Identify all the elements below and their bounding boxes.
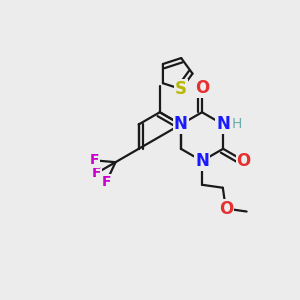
Text: F: F	[89, 153, 99, 167]
Text: H: H	[231, 117, 242, 131]
Text: S: S	[175, 80, 187, 98]
Text: N: N	[216, 116, 230, 134]
Text: O: O	[195, 80, 209, 98]
Text: F: F	[102, 175, 111, 189]
Text: N: N	[174, 116, 188, 134]
Text: N: N	[195, 152, 209, 170]
Text: O: O	[237, 152, 251, 170]
Text: F: F	[92, 166, 102, 180]
Text: O: O	[219, 200, 233, 217]
